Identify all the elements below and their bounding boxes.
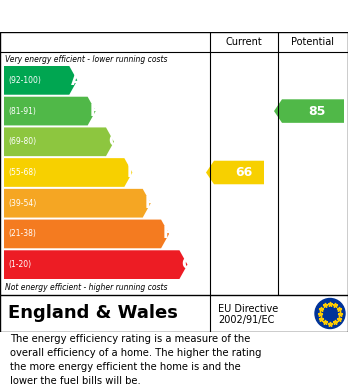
Polygon shape [4,66,77,95]
Text: (39-54): (39-54) [8,199,36,208]
Text: EU Directive: EU Directive [218,304,278,314]
Polygon shape [4,250,188,279]
Polygon shape [4,127,114,156]
Text: (1-20): (1-20) [8,260,31,269]
Text: 66: 66 [235,166,253,179]
Polygon shape [274,99,344,123]
Text: Not energy efficient - higher running costs: Not energy efficient - higher running co… [5,283,167,292]
Polygon shape [4,97,96,126]
Text: (92-100): (92-100) [8,76,41,85]
Text: (55-68): (55-68) [8,168,36,177]
Text: Energy Efficiency Rating: Energy Efficiency Rating [10,9,232,23]
Text: G: G [181,257,194,272]
Text: England & Wales: England & Wales [8,305,178,323]
Text: The energy efficiency rating is a measure of the
overall efficiency of a home. T: The energy efficiency rating is a measur… [10,334,262,386]
Circle shape [315,298,345,328]
Text: (21-38): (21-38) [8,230,36,239]
Text: A: A [71,73,83,88]
Polygon shape [4,220,169,248]
Text: B: B [90,104,101,118]
Text: D: D [126,165,139,180]
Text: (69-80): (69-80) [8,137,36,146]
Text: Current: Current [226,37,262,47]
Polygon shape [4,158,132,187]
Polygon shape [4,189,151,217]
Text: C: C [108,134,119,149]
Text: 85: 85 [308,104,326,118]
Polygon shape [206,161,264,184]
Text: 2002/91/EC: 2002/91/EC [218,315,274,325]
Text: Very energy efficient - lower running costs: Very energy efficient - lower running co… [5,55,167,64]
Text: F: F [163,226,173,241]
Text: Potential: Potential [292,37,334,47]
Text: E: E [145,196,155,211]
Text: (81-91): (81-91) [8,107,36,116]
